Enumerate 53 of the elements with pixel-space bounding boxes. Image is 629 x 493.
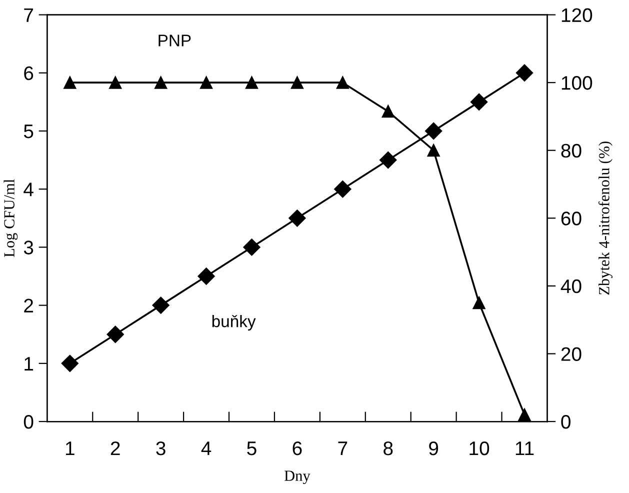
y2-axis-title: Zbytek 4-nitrofenolu (%) [598, 142, 612, 295]
x-axis-title: Dny [284, 470, 310, 484]
x-tick-label: 8 [384, 441, 393, 456]
y2-tick-label: 120 [562, 8, 592, 22]
y2-tick-label: 80 [561, 144, 582, 158]
point [516, 64, 534, 82]
point [382, 105, 394, 118]
y-tick-label: 6 [24, 66, 34, 80]
x-tick-label: 4 [201, 442, 212, 456]
x-tick-label: 2 [110, 441, 120, 456]
y-tick-label: 1 [24, 357, 34, 370]
x-tick-label: 1 [66, 442, 74, 456]
x-tick-label: 10 [470, 441, 490, 456]
point [427, 144, 440, 157]
x-tick-label: 7 [338, 442, 348, 456]
y-tick-label: 4 [24, 182, 34, 196]
point [109, 76, 122, 89]
x-tick-label: 3 [156, 441, 166, 456]
point [380, 151, 397, 169]
y2-tick-label: 60 [561, 212, 582, 226]
series-label: buňky [212, 314, 256, 331]
y-tick-label: 2 [24, 298, 34, 312]
y2-tick-label: 20 [561, 347, 582, 361]
y-tick-label: 0 [24, 414, 34, 429]
point [61, 354, 78, 372]
point [288, 210, 306, 227]
point [245, 76, 258, 89]
y-tick-label: 5 [24, 124, 34, 138]
point [470, 93, 488, 110]
point [106, 326, 124, 343]
point [518, 408, 531, 421]
x-tick-label: 9 [429, 441, 438, 456]
x-tick-label: 6 [292, 441, 302, 456]
series-label: PNP [158, 34, 191, 46]
y2-tick-label: 0 [561, 414, 570, 429]
point [152, 296, 170, 314]
y-axis-title: Log CFU/ml [4, 179, 18, 257]
point [290, 76, 304, 89]
point [198, 268, 215, 285]
point [425, 122, 442, 140]
point [336, 76, 349, 89]
point [243, 238, 260, 256]
y2-tick-label: 40 [560, 279, 582, 294]
x-tick-label: 11 [516, 442, 534, 456]
x-tick-label: 5 [247, 442, 256, 456]
point [472, 296, 486, 310]
y-tick-label: 3 [24, 240, 34, 254]
y-tick-label: 7 [24, 8, 34, 22]
point [64, 76, 76, 89]
point [200, 76, 213, 89]
y2-tick-label: 100 [562, 76, 592, 90]
point [154, 76, 168, 89]
point [334, 180, 352, 198]
